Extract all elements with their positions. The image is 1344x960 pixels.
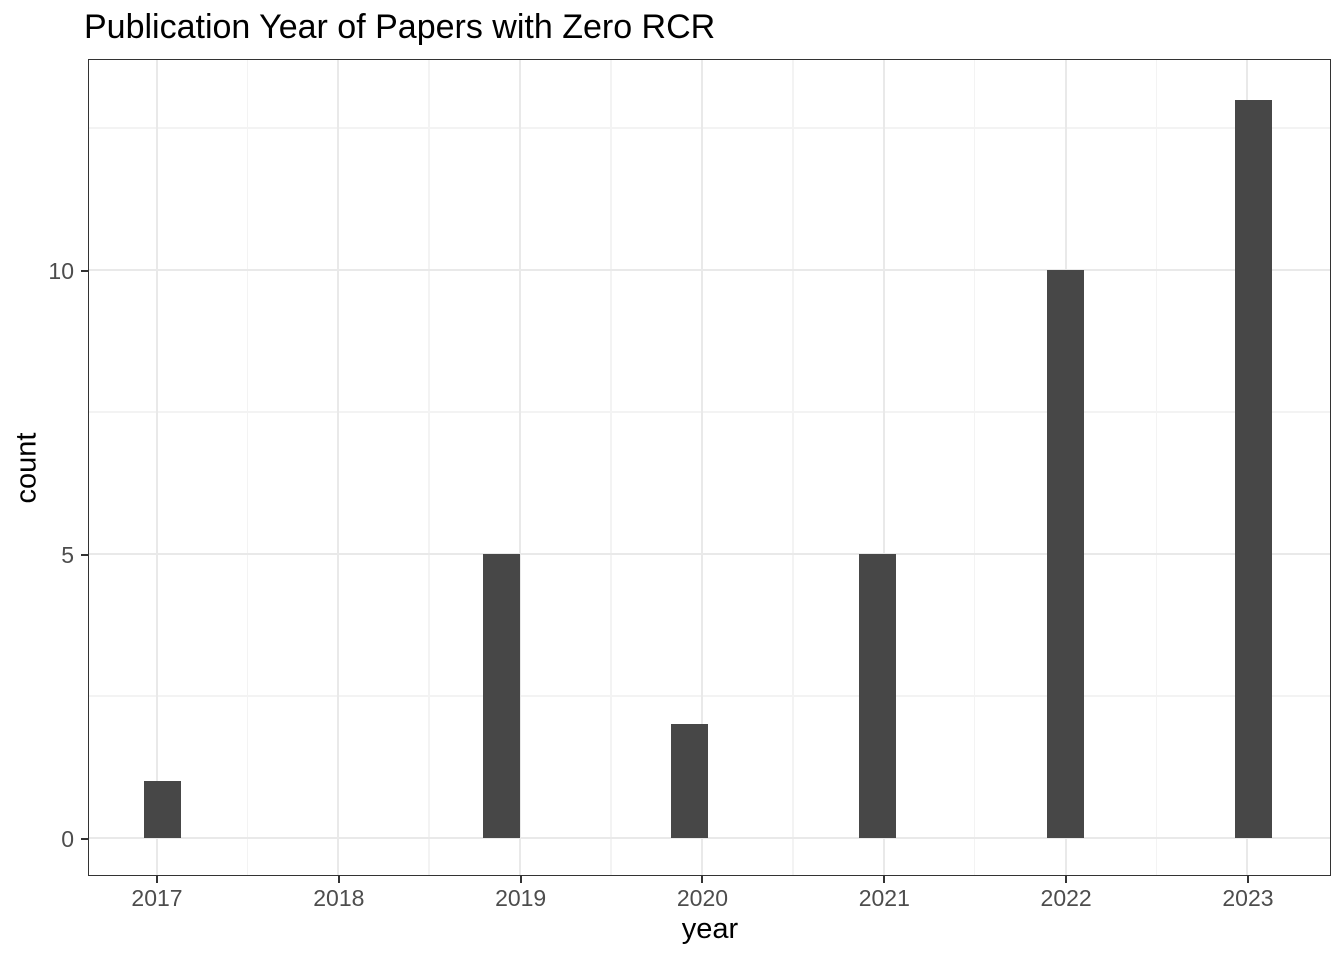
x-tick-label-2022: 2022 <box>1040 885 1092 911</box>
x-tick-label-2019: 2019 <box>495 885 547 911</box>
x-tick-label-2020: 2020 <box>676 885 729 911</box>
y-tick-label-5: 5 <box>61 541 74 568</box>
y-tick-0 <box>81 837 89 840</box>
gridline-x-minor <box>973 60 976 875</box>
gridline-y-minor <box>89 411 1330 413</box>
y-tick-5 <box>81 553 89 556</box>
bar-2017 <box>143 781 182 838</box>
gridline-x-minor <box>610 60 612 875</box>
x-tick-label-2021: 2021 <box>858 885 910 911</box>
bar-2022 <box>1046 270 1085 838</box>
x-tick-2020 <box>701 875 704 883</box>
gridline-x-major <box>882 60 885 875</box>
gridline-x-minor <box>428 60 430 875</box>
bar-2020 <box>670 724 709 838</box>
x-tick-label-2018: 2018 <box>313 885 365 911</box>
y-tick-10 <box>81 269 89 272</box>
x-tick-label-2023: 2023 <box>1222 885 1274 911</box>
gridline-x-minor <box>792 60 794 875</box>
y-tick-label-0: 0 <box>61 825 74 852</box>
gridline-x-major <box>700 60 703 875</box>
bar-2023 <box>1234 99 1273 838</box>
gridline-x-major <box>155 60 158 875</box>
x-tick-2018 <box>337 875 340 883</box>
x-tick-2019 <box>519 875 522 883</box>
gridline-y-major <box>89 269 1330 271</box>
x-axis-title: year <box>681 913 739 945</box>
gridline-y-minor <box>89 127 1330 129</box>
plot-panel <box>88 59 1331 876</box>
y-axis-title: count <box>10 432 43 504</box>
gridline-y-major <box>89 553 1330 555</box>
gridline-x-major <box>337 60 340 875</box>
chart-title: Publication Year of Papers with Zero RCR <box>84 8 716 46</box>
bar-2021 <box>858 554 897 838</box>
gridline-y-major <box>89 837 1330 839</box>
x-tick-2017 <box>156 875 158 883</box>
gridline-x-major <box>519 60 522 875</box>
x-tick-2021 <box>883 875 886 883</box>
gridline-x-minor <box>1155 60 1158 875</box>
x-tick-label-2017: 2017 <box>131 885 183 911</box>
x-axis-title-wrap: year <box>0 915 1344 944</box>
x-tick-2023 <box>1246 875 1249 883</box>
x-tick-2022 <box>1065 875 1068 883</box>
gridline-x-minor <box>246 60 249 875</box>
y-tick-label-10: 10 <box>48 257 74 284</box>
plot-area <box>89 60 1330 875</box>
bar-2019 <box>482 554 521 838</box>
gridline-y-minor <box>89 695 1330 697</box>
